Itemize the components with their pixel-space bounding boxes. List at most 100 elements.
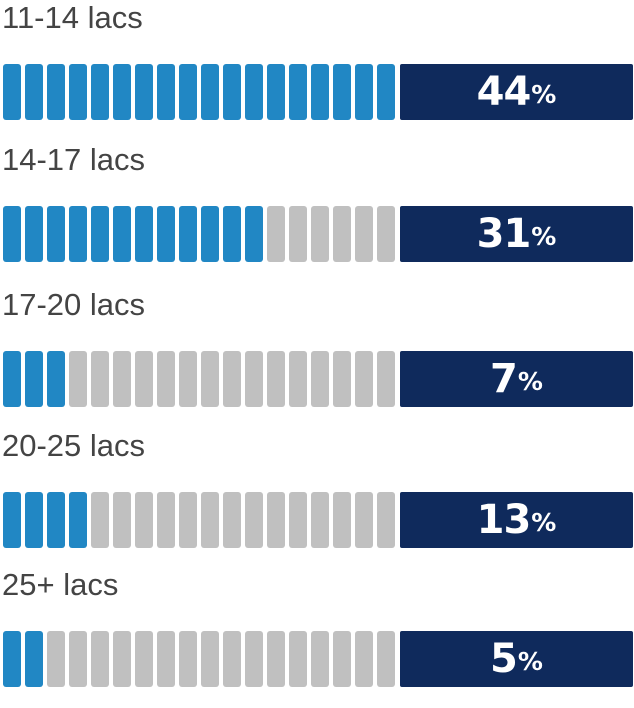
category-label: 11-14 lacs: [2, 0, 143, 35]
category-label: 20-25 lacs: [2, 428, 146, 463]
empty-segment: [289, 206, 307, 262]
empty-segment: [311, 206, 329, 262]
value-label: 5: [490, 636, 518, 682]
empty-segment: [333, 631, 351, 687]
filled-segment: [25, 631, 43, 687]
filled-segment: [201, 206, 219, 262]
value-box: 44%: [400, 64, 633, 120]
bar-row: 11-14 lacs 44%: [0, 0, 634, 120]
empty-segment: [333, 492, 351, 548]
empty-segment: [289, 492, 307, 548]
filled-segment: [69, 492, 87, 548]
empty-segment: [201, 351, 219, 407]
empty-segment: [69, 351, 87, 407]
filled-segment: [135, 206, 153, 262]
value-box: 13%: [400, 492, 633, 548]
value-label: 13: [476, 497, 532, 543]
segment-track: [3, 492, 395, 548]
filled-segment: [113, 206, 131, 262]
filled-segment: [25, 351, 43, 407]
empty-segment: [135, 631, 153, 687]
empty-segment: [377, 351, 395, 407]
empty-segment: [223, 631, 241, 687]
empty-segment: [311, 492, 329, 548]
filled-segment: [25, 64, 43, 120]
bar-row: 17-20 lacs 7%: [0, 287, 634, 407]
empty-segment: [245, 631, 263, 687]
filled-segment: [113, 64, 131, 120]
empty-segment: [333, 206, 351, 262]
empty-segment: [355, 351, 373, 407]
segment-track: [3, 631, 395, 687]
empty-segment: [355, 631, 373, 687]
empty-segment: [157, 492, 175, 548]
filled-segment: [333, 64, 351, 120]
percent-sign: %: [517, 647, 543, 676]
value-label: 7: [490, 356, 518, 402]
value-box: 31%: [400, 206, 633, 262]
filled-segment: [91, 206, 109, 262]
value-box: 5%: [400, 631, 633, 687]
empty-segment: [113, 351, 131, 407]
empty-segment: [91, 351, 109, 407]
empty-segment: [91, 492, 109, 548]
filled-segment: [377, 64, 395, 120]
value-box: 7%: [400, 351, 633, 407]
bar-row: 20-25 lacs 13%: [0, 428, 634, 548]
empty-segment: [267, 492, 285, 548]
filled-segment: [47, 206, 65, 262]
percent-sign: %: [531, 508, 557, 537]
empty-segment: [245, 351, 263, 407]
empty-segment: [311, 631, 329, 687]
empty-segment: [47, 631, 65, 687]
segment-track: [3, 351, 395, 407]
filled-segment: [179, 206, 197, 262]
percent-sign: %: [531, 222, 557, 251]
filled-segment: [157, 64, 175, 120]
filled-segment: [245, 64, 263, 120]
empty-segment: [333, 351, 351, 407]
filled-segment: [245, 206, 263, 262]
empty-segment: [69, 631, 87, 687]
empty-segment: [267, 206, 285, 262]
segment-track: [3, 206, 395, 262]
filled-segment: [311, 64, 329, 120]
segment-track: [3, 64, 395, 120]
filled-segment: [179, 64, 197, 120]
filled-segment: [25, 206, 43, 262]
filled-segment: [355, 64, 373, 120]
empty-segment: [377, 492, 395, 548]
filled-segment: [223, 64, 241, 120]
empty-segment: [179, 492, 197, 548]
empty-segment: [179, 351, 197, 407]
filled-segment: [201, 64, 219, 120]
value-label: 31: [476, 211, 532, 257]
empty-segment: [135, 351, 153, 407]
filled-segment: [3, 206, 21, 262]
filled-segment: [69, 206, 87, 262]
empty-segment: [113, 492, 131, 548]
empty-segment: [377, 631, 395, 687]
bar-row: 14-17 lacs 31%: [0, 142, 634, 262]
empty-segment: [223, 351, 241, 407]
empty-segment: [179, 631, 197, 687]
category-label: 25+ lacs: [2, 567, 119, 602]
empty-segment: [311, 351, 329, 407]
empty-segment: [135, 492, 153, 548]
empty-segment: [223, 492, 241, 548]
filled-segment: [3, 64, 21, 120]
empty-segment: [267, 631, 285, 687]
filled-segment: [91, 64, 109, 120]
empty-segment: [355, 206, 373, 262]
filled-segment: [157, 206, 175, 262]
value-label: 44: [476, 69, 532, 115]
filled-segment: [69, 64, 87, 120]
empty-segment: [201, 631, 219, 687]
empty-segment: [377, 206, 395, 262]
category-label: 14-17 lacs: [2, 142, 146, 177]
filled-segment: [47, 351, 65, 407]
category-label: 17-20 lacs: [2, 287, 146, 322]
filled-segment: [267, 64, 285, 120]
empty-segment: [91, 631, 109, 687]
percent-sign: %: [531, 80, 557, 109]
